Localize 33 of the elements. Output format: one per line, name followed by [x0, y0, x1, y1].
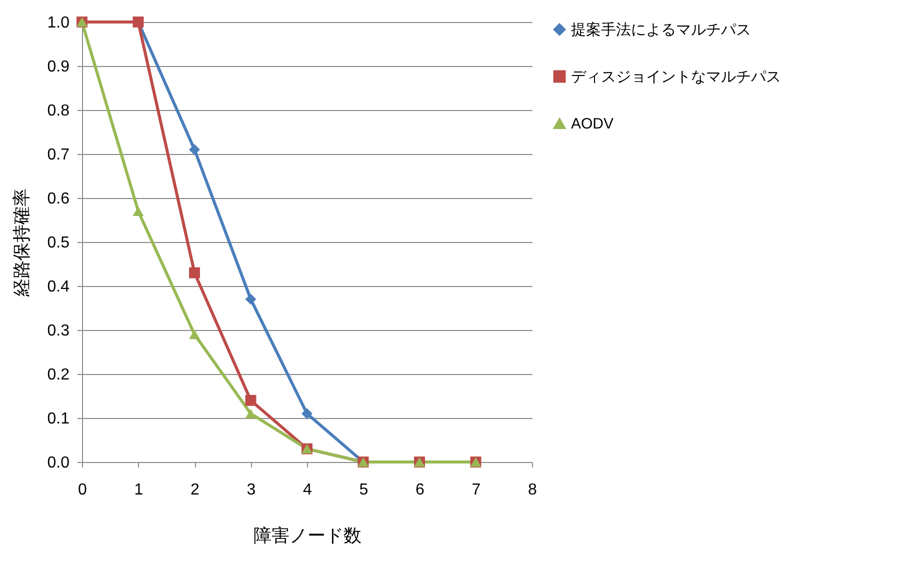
- x-tick-label: 2: [190, 482, 200, 498]
- y-tick-label: 0.6: [47, 190, 70, 208]
- x-tick-label: 3: [246, 482, 256, 498]
- point: [245, 294, 256, 305]
- x-tick-label: 4: [303, 482, 312, 498]
- y-tick-label: 0.5: [47, 234, 70, 252]
- y-axis-title: 経路保持確率: [11, 188, 32, 298]
- legend-label: 提案手法によるマルチパス: [571, 22, 751, 38]
- x-tick-label: 0: [78, 482, 88, 498]
- point: [189, 330, 200, 340]
- point: [189, 144, 200, 156]
- y-tick-label: 0.8: [47, 102, 70, 120]
- y-tick-label: 0.4: [47, 278, 70, 296]
- point: [132, 206, 144, 216]
- point: [189, 267, 200, 278]
- y-tick-label: 0.1: [47, 410, 70, 428]
- y-tick-label: 1.0: [47, 14, 70, 32]
- y-tick-label: 0.0: [47, 454, 70, 472]
- y-tick-label: 0.9: [47, 58, 70, 76]
- x-tick-label: 1: [134, 482, 144, 498]
- legend-label: ディスジョイントなマルチパス: [571, 68, 781, 86]
- point: [302, 408, 312, 420]
- point: [245, 394, 256, 406]
- x-tick-label: 5: [359, 482, 368, 498]
- y-tick-label: 0.2: [47, 366, 70, 384]
- legend-label: AODV: [571, 116, 614, 132]
- point: [245, 408, 256, 418]
- x-tick-label: 7: [472, 482, 481, 498]
- x-tick-label: 8: [528, 482, 538, 498]
- y-tick-label: 0.3: [47, 322, 70, 340]
- x-tick-label: 6: [416, 482, 425, 498]
- x-axis-title: 障害ノード数: [254, 526, 362, 546]
- y-tick-label: 0.7: [47, 146, 70, 164]
